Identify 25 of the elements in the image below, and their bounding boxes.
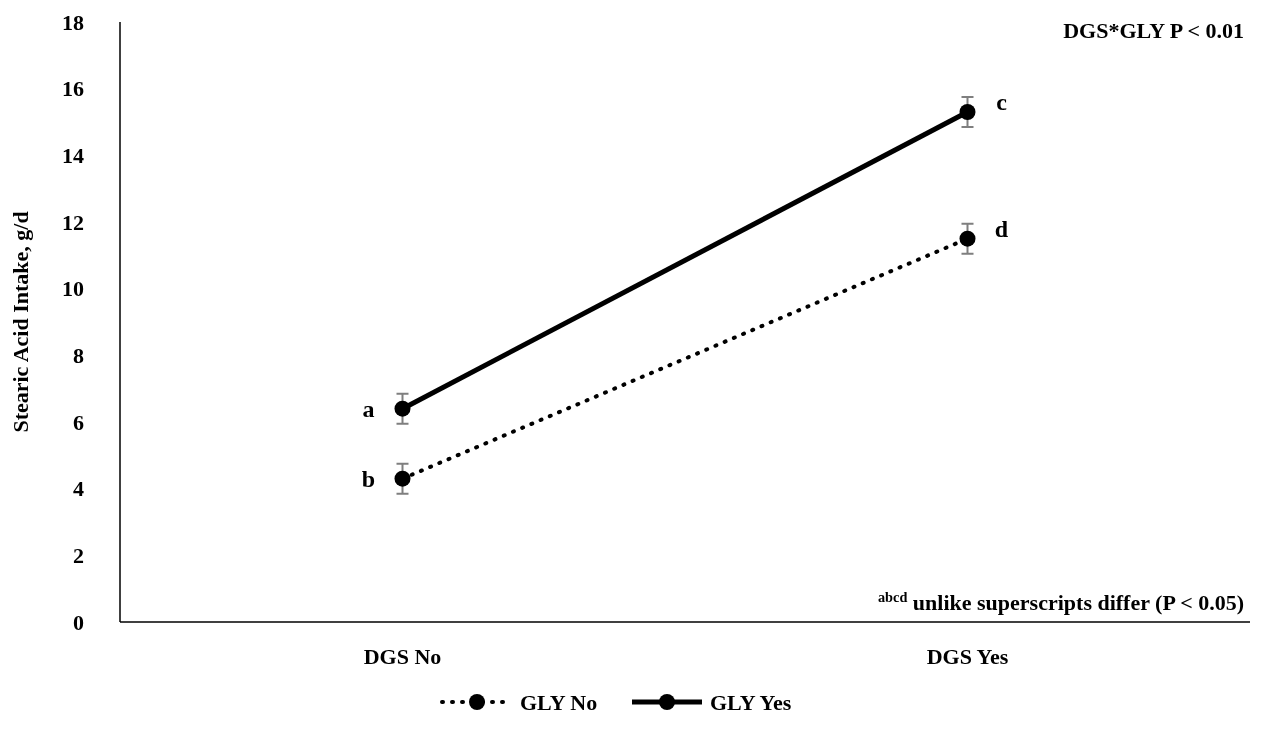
y-tick-label: 18 (62, 9, 84, 35)
legend-label: GLY Yes (710, 690, 792, 715)
y-tick-label: 2 (73, 543, 84, 569)
x-tick-label: DGS No (363, 644, 442, 669)
annotation: c (996, 89, 1008, 116)
annotation: DGS*GLY P < 0.01 (1063, 18, 1244, 43)
y-tick-label: 16 (62, 76, 84, 102)
legend-label: GLY No (520, 690, 598, 715)
annotation: $^{abcd}$ unlike superscripts differ (P < 0.05) (877, 589, 1244, 615)
y-tick-label: 6 (73, 409, 84, 435)
annotation: d (994, 216, 1009, 243)
point (959, 230, 976, 247)
y-tick-label: 14 (62, 143, 84, 169)
point (394, 470, 411, 487)
annotation: b (361, 466, 376, 493)
annotation: a (362, 396, 375, 423)
y-tick-label: 10 (62, 276, 84, 302)
y-tick-label: 8 (73, 343, 84, 369)
y-tick-label: 12 (62, 209, 84, 235)
x-tick-label: DGS Yes (926, 644, 1009, 669)
y-axis-title: Stearic Acid Intake, g/d (8, 211, 33, 433)
y-tick-label: 0 (73, 609, 84, 635)
point (394, 400, 411, 417)
point (959, 104, 976, 120)
y-tick-label: 4 (73, 476, 84, 502)
